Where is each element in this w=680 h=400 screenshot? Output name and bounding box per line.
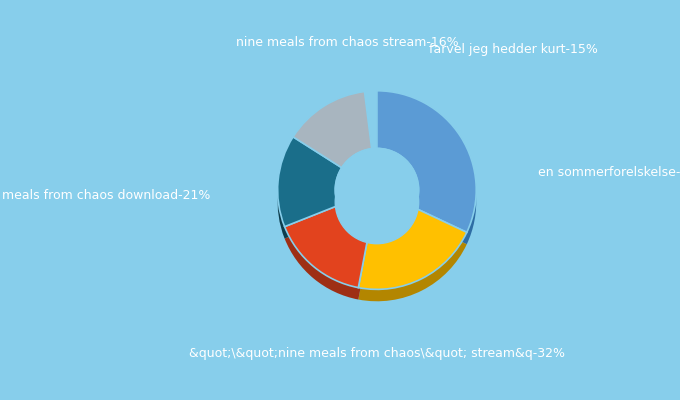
Wedge shape	[285, 217, 369, 300]
Wedge shape	[277, 149, 342, 238]
Wedge shape	[293, 104, 372, 180]
Wedge shape	[277, 137, 342, 227]
Text: &quot;\&quot;nine meals from chaos\&quot; stream&q-32%: &quot;\&quot;nine meals from chaos\&quot…	[189, 347, 565, 360]
Wedge shape	[358, 220, 466, 301]
Wedge shape	[377, 91, 476, 232]
Text: nine meals from chaos download-21%: nine meals from chaos download-21%	[0, 188, 210, 202]
Circle shape	[335, 160, 419, 244]
Wedge shape	[285, 206, 369, 288]
Wedge shape	[358, 208, 466, 289]
Text: farvel jeg hedder kurt-15%: farvel jeg hedder kurt-15%	[428, 43, 598, 56]
Wedge shape	[293, 92, 372, 168]
Wedge shape	[377, 103, 476, 244]
Text: en sommerforelskelse-14%: en sommerforelskelse-14%	[538, 166, 680, 179]
Text: nine meals from chaos stream-16%: nine meals from chaos stream-16%	[236, 36, 458, 49]
Circle shape	[335, 148, 419, 232]
